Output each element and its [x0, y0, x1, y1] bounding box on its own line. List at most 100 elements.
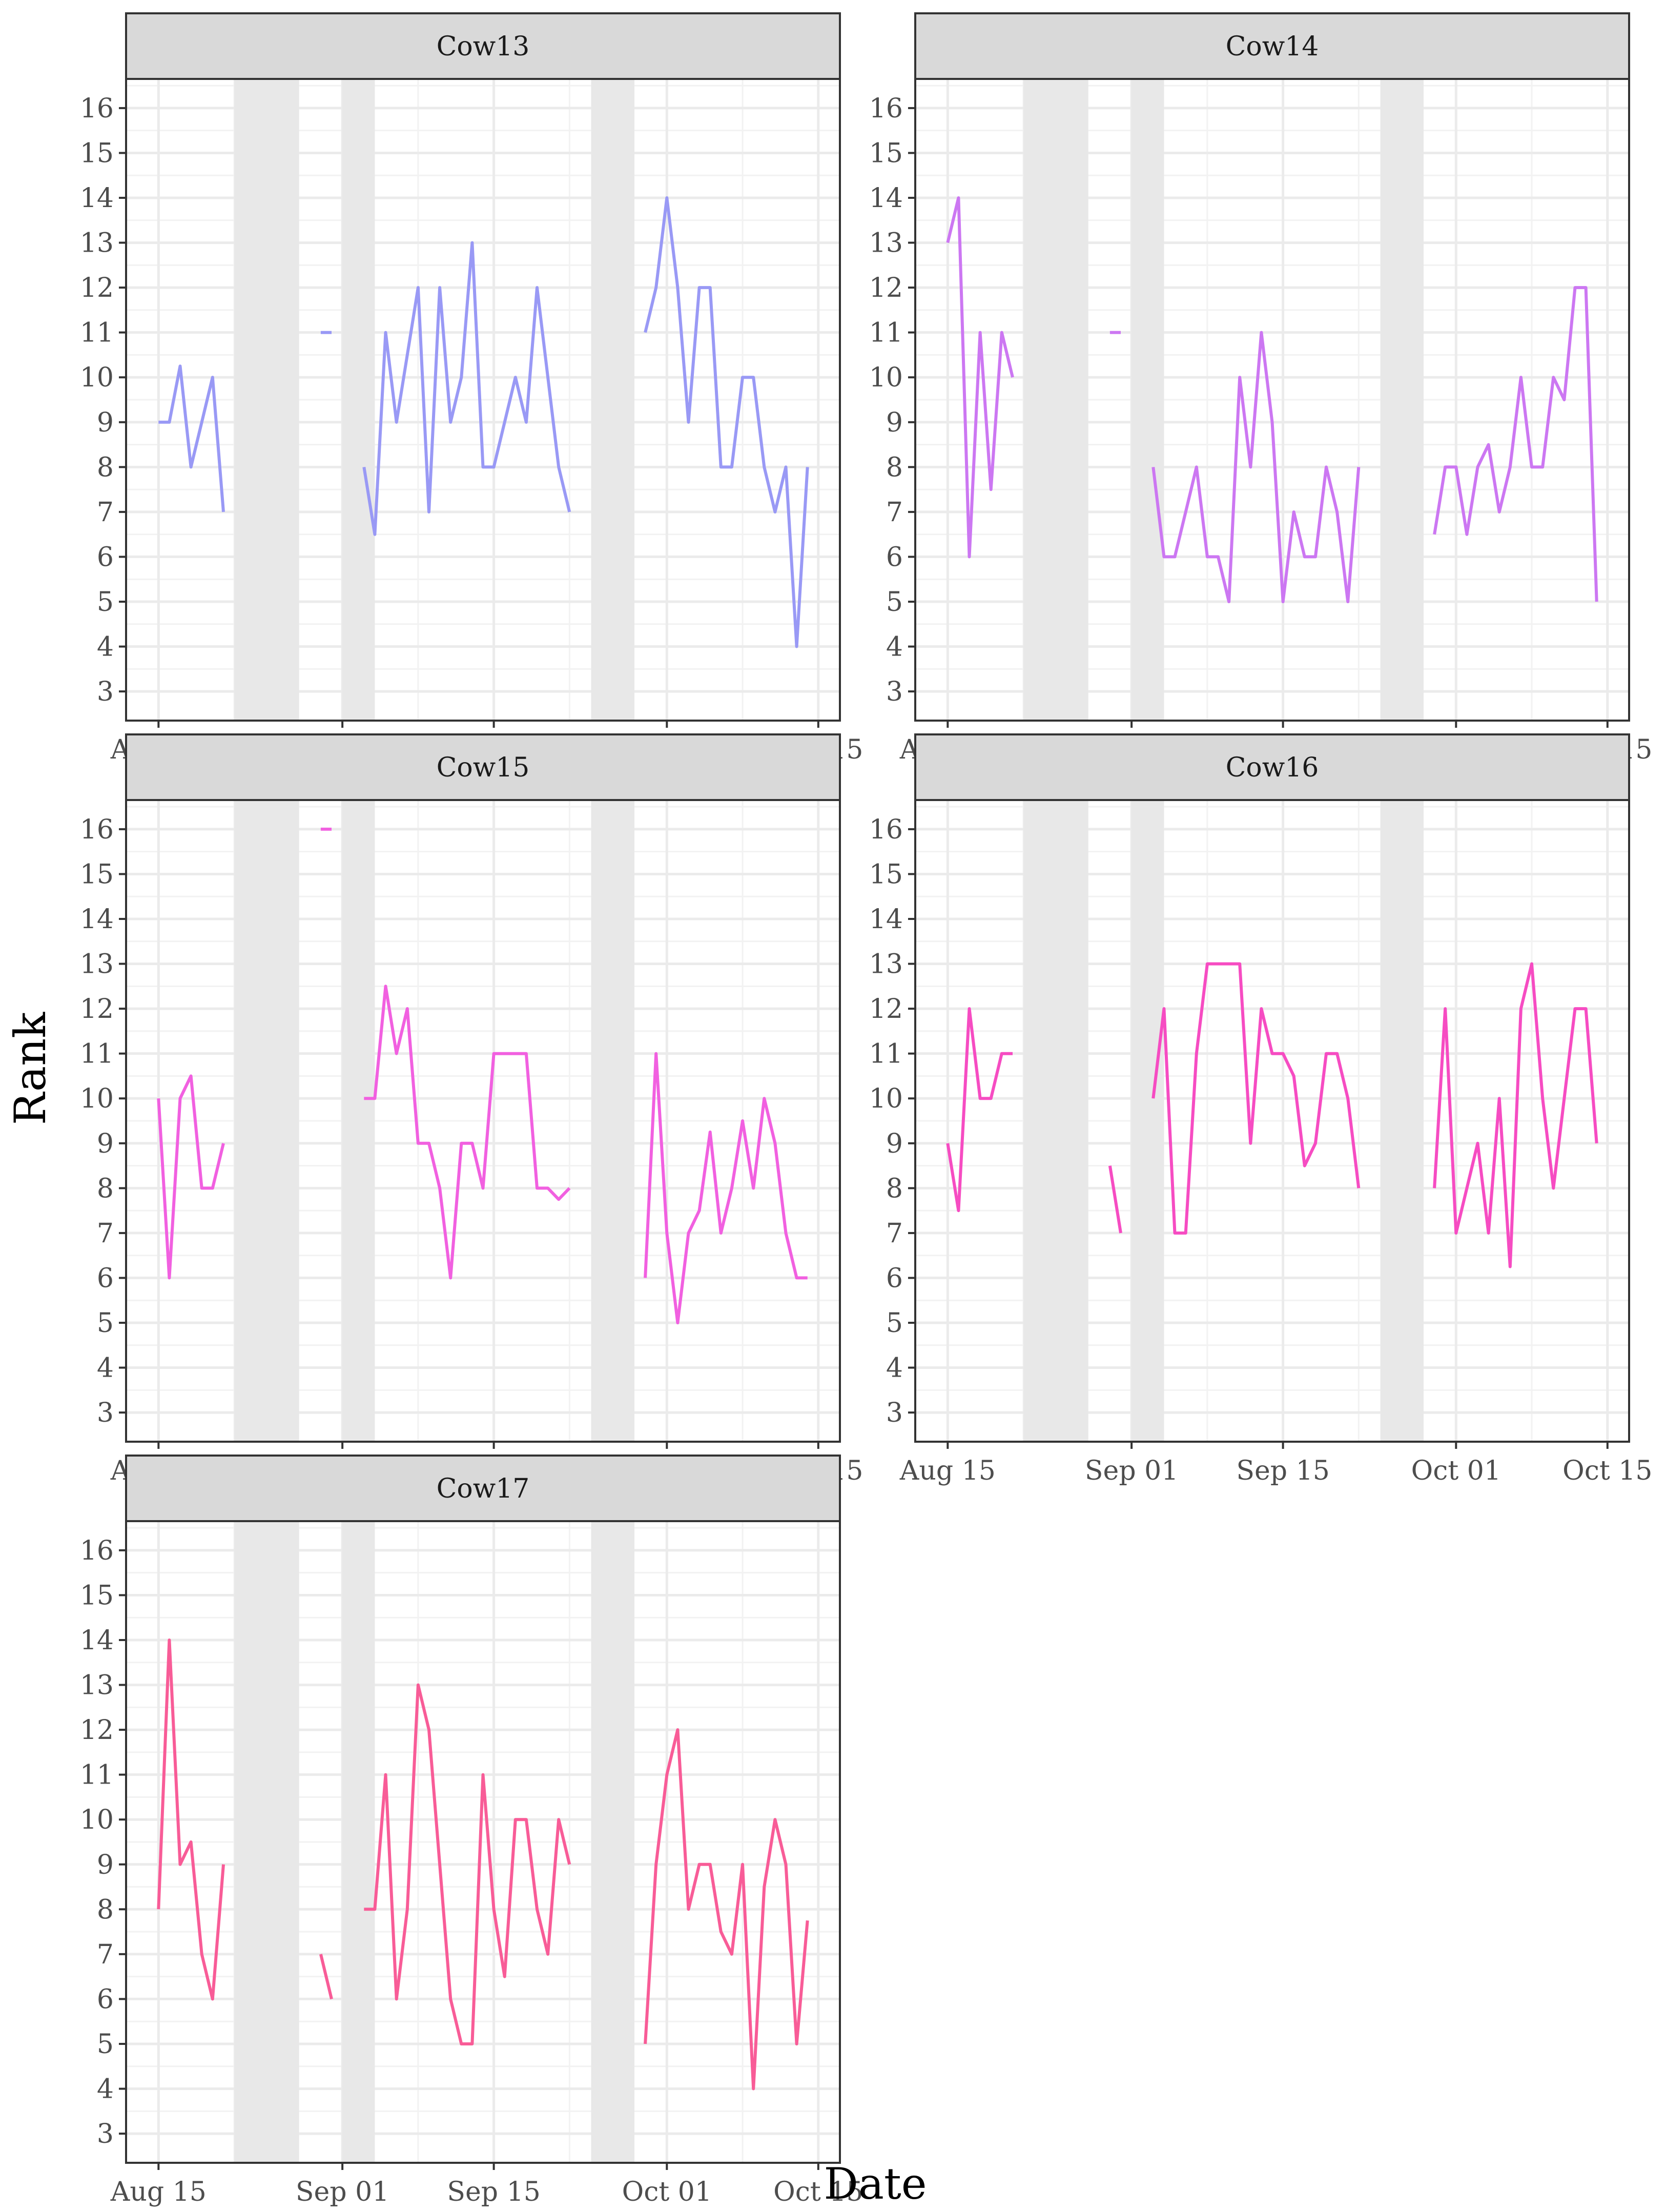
series-line — [1151, 962, 1361, 1235]
y-tick-label: 7 — [97, 1218, 114, 1249]
y-tick-label: 3 — [886, 1398, 903, 1428]
x-tick-label: Oct 01 — [622, 2177, 712, 2207]
series-line — [946, 1007, 1013, 1213]
shaded-period — [1023, 79, 1088, 721]
y-tick-label: 15 — [80, 138, 114, 169]
y-tick-label: 12 — [80, 1715, 114, 1746]
y-tick-label: 11 — [80, 1039, 114, 1070]
x-tick-label: Oct 15 — [773, 2177, 863, 2207]
y-tick-label: 10 — [869, 362, 903, 393]
y-tick-label: 14 — [80, 183, 114, 214]
series-line — [1433, 286, 1598, 602]
series-line — [364, 985, 571, 1280]
shaded-period — [234, 1521, 299, 2163]
panel-cow17: Cow17 3 4 5 6 7 8 9 10 11 12 13 14 15 16 Aug 15 Sep 01 Se… — [80, 1455, 863, 2207]
y-tick-label: 14 — [80, 1625, 114, 1656]
y-tick-label: 9 — [97, 1129, 114, 1159]
facet-strip-label: Cow15 — [437, 752, 530, 783]
series-line — [157, 1074, 225, 1280]
y-tick-label: 13 — [80, 228, 114, 259]
shaded-period — [234, 79, 299, 721]
y-tick-label: 5 — [97, 587, 114, 618]
y-tick-label: 7 — [886, 497, 903, 528]
series-line — [1151, 331, 1361, 603]
y-tick-label: 4 — [886, 632, 903, 663]
x-tick-label: Oct 15 — [1562, 1456, 1652, 1486]
shaded-period — [591, 1521, 634, 2163]
y-tick-label: 5 — [886, 587, 903, 618]
plot-area — [126, 79, 840, 721]
x-tick-label: Sep 01 — [296, 2177, 389, 2207]
shaded-period — [591, 79, 634, 721]
facet-strip — [914, 12, 1630, 80]
y-tick-label: 6 — [886, 542, 903, 572]
plot-area — [126, 1521, 840, 2163]
panel-border — [125, 1520, 841, 2164]
shaded-period — [234, 800, 299, 1442]
y-tick-label: 7 — [886, 1218, 903, 1249]
facet-strip-label: Cow17 — [437, 1473, 530, 1504]
shaded-period — [342, 800, 375, 1442]
y-tick-label: 9 — [97, 1850, 114, 1880]
y-axis-title: Rank — [5, 1012, 55, 1125]
y-tick-label: 5 — [97, 2029, 114, 2060]
y-tick-label: 15 — [80, 859, 114, 890]
y-tick-label: 9 — [886, 407, 903, 438]
y-tick-label: 7 — [97, 497, 114, 528]
series-line — [644, 1052, 808, 1324]
y-tick-label: 15 — [869, 859, 903, 890]
y-tick-label: 16 — [80, 93, 114, 124]
facet-strip-label: Cow16 — [1226, 752, 1319, 783]
y-tick-label: 6 — [97, 1263, 114, 1294]
y-tick-label: 3 — [97, 677, 114, 707]
plot-area — [126, 800, 840, 1442]
panels: Cow13 3 4 5 6 7 8 9 10 11 12 13 14 15 16 Aug 15 Sep 01 Se… — [80, 12, 1652, 2207]
series-line — [1433, 962, 1598, 1268]
shaded-period — [591, 800, 634, 1442]
plot-area — [915, 800, 1629, 1442]
y-tick-label: 12 — [80, 273, 114, 303]
y-tick-label: 3 — [97, 1398, 114, 1428]
y-tick-label: 11 — [80, 1760, 114, 1791]
facet-strip-label: Cow13 — [437, 31, 530, 62]
series-line — [644, 1728, 809, 2091]
plot-area — [915, 79, 1629, 721]
shaded-period — [342, 79, 375, 721]
y-tick-label: 4 — [97, 632, 114, 663]
series-line — [364, 1683, 571, 2045]
shaded-period — [1023, 800, 1088, 1442]
y-tick-label: 13 — [869, 949, 903, 980]
y-tick-label: 13 — [869, 228, 903, 259]
shaded-period — [1380, 800, 1424, 1442]
y-tick-label: 3 — [97, 2119, 114, 2149]
x-tick-label: Oct 01 — [1411, 1456, 1501, 1486]
y-tick-label: 13 — [80, 1670, 114, 1701]
y-tick-label: 11 — [869, 318, 903, 349]
y-tick-label: 16 — [80, 1535, 114, 1566]
y-tick-label: 3 — [886, 677, 903, 707]
y-tick-label: 6 — [97, 1984, 114, 2015]
facet-strip-label: Cow14 — [1226, 31, 1319, 62]
y-tick-label: 8 — [97, 1894, 114, 1925]
y-tick-label: 5 — [97, 1308, 114, 1339]
y-tick-label: 11 — [80, 318, 114, 349]
x-tick-label: Sep 01 — [1085, 1456, 1178, 1486]
y-tick-label: 10 — [869, 1083, 903, 1114]
y-tick-label: 16 — [80, 814, 114, 845]
facet-strip — [125, 1455, 841, 1522]
y-tick-label: 11 — [869, 1039, 903, 1070]
y-tick-label: 10 — [80, 1083, 114, 1114]
panel-cow16: Cow16 3 4 5 6 7 8 9 10 11 12 13 14 15 16 Aug 15 Sep 01 Se… — [869, 733, 1652, 1486]
series-line — [644, 196, 809, 648]
y-tick-label: 8 — [886, 1173, 903, 1204]
panel-border — [125, 799, 841, 1443]
y-tick-label: 6 — [97, 542, 114, 572]
y-tick-label: 5 — [886, 1308, 903, 1339]
x-tick-label: Sep 15 — [1236, 1456, 1329, 1486]
shaded-period — [342, 1521, 375, 2163]
x-axis-title: Date — [824, 2159, 927, 2209]
y-tick-label: 14 — [869, 183, 903, 214]
